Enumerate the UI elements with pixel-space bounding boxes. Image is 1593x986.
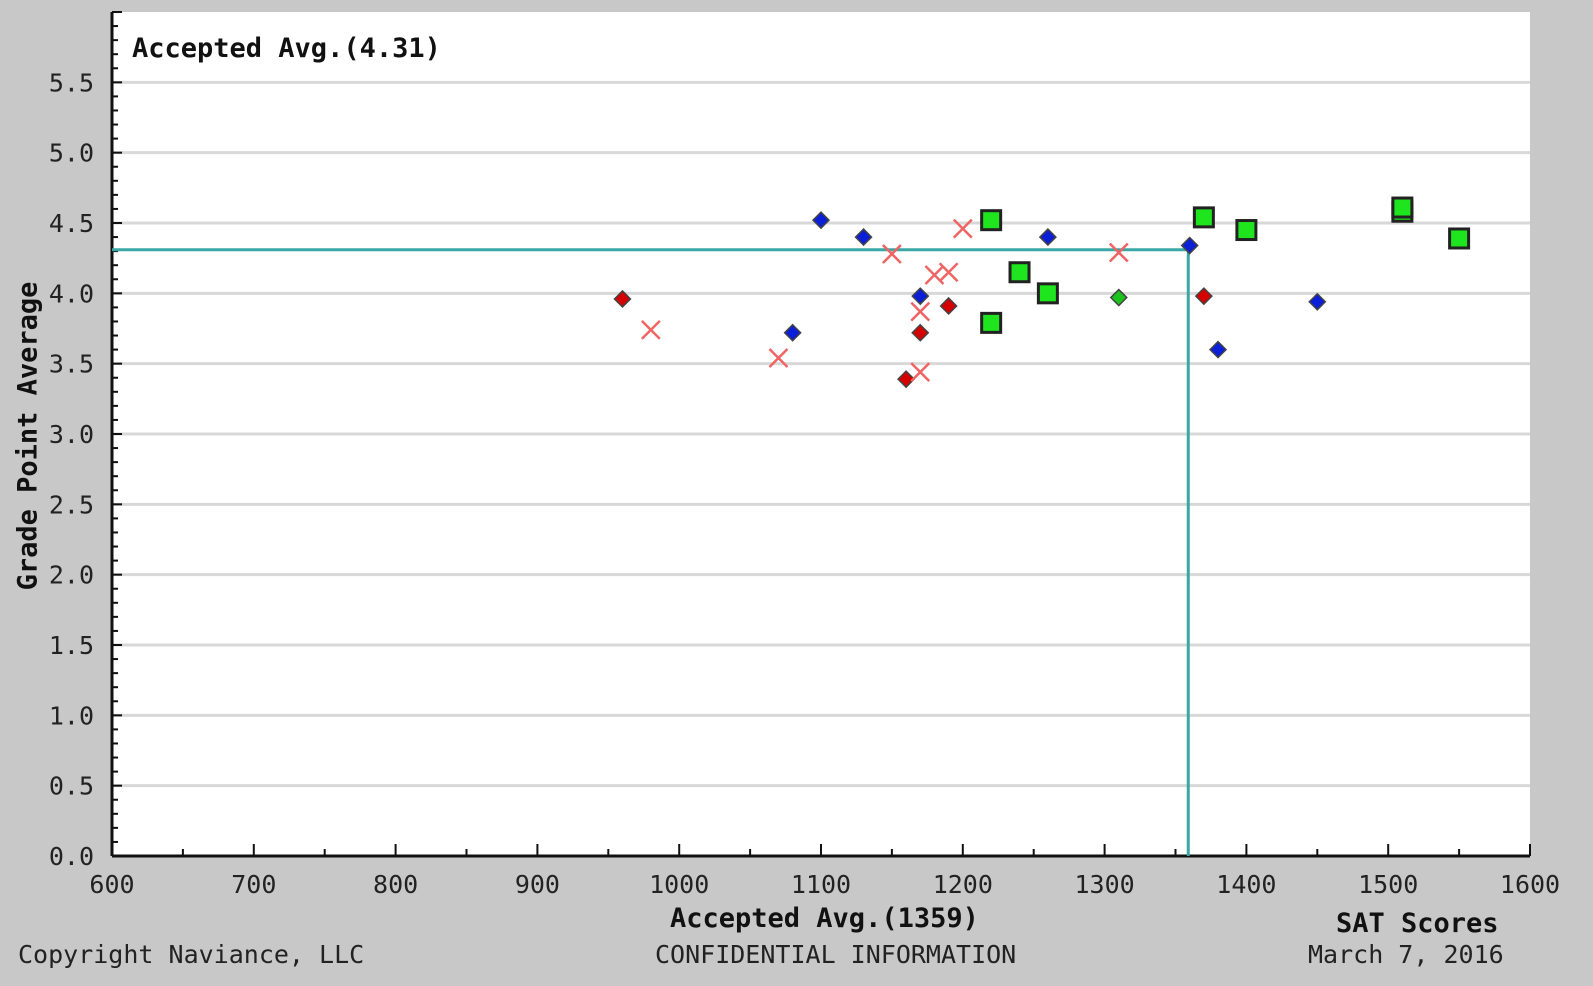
x-tick-label: 1300 bbox=[1074, 870, 1134, 899]
x-tick-label: 800 bbox=[373, 870, 418, 899]
x-axis-title: SAT Scores bbox=[1336, 908, 1499, 939]
point-blue-diamond bbox=[911, 287, 930, 306]
point-red-x bbox=[938, 262, 959, 283]
point-red-diamond bbox=[897, 370, 916, 389]
x-tick-label: 1400 bbox=[1216, 870, 1276, 899]
point-blue-diamond bbox=[1308, 292, 1327, 311]
y-axis-label: Grade Point Average bbox=[12, 281, 44, 591]
y-tick-label: 2.0 bbox=[49, 561, 94, 590]
point-red-diamond bbox=[939, 296, 958, 316]
point-red-x bbox=[910, 362, 931, 382]
point-blue-diamond bbox=[1038, 228, 1057, 247]
point-green-diamond bbox=[1109, 288, 1128, 307]
point-blue-diamond bbox=[1180, 236, 1199, 255]
point-green-square bbox=[1235, 219, 1258, 242]
point-green-square bbox=[1448, 227, 1471, 250]
date-text: March 7, 2016 bbox=[1308, 940, 1504, 969]
y-tick-label: 3.0 bbox=[49, 420, 94, 449]
point-green-square bbox=[1036, 282, 1059, 305]
point-red-x bbox=[768, 348, 789, 368]
point-red-x bbox=[910, 301, 931, 322]
x-tick-label: 1200 bbox=[933, 870, 993, 899]
y-tick-label: 2.5 bbox=[49, 490, 94, 519]
point-blue-diamond bbox=[854, 228, 873, 247]
x-tick-label: 1600 bbox=[1500, 870, 1560, 899]
x-axis-label: Accepted Avg.(1359) bbox=[670, 903, 979, 934]
x-tick-label: 1100 bbox=[791, 870, 851, 899]
point-green-square bbox=[1008, 261, 1031, 284]
point-blue-diamond bbox=[1208, 340, 1228, 359]
point-red-x bbox=[952, 218, 973, 239]
y-tick-label: 4.5 bbox=[49, 209, 94, 238]
point-red-x bbox=[882, 244, 902, 264]
point-blue-diamond bbox=[811, 211, 831, 230]
point-green-square bbox=[980, 311, 1003, 334]
y-tick-label: 1.5 bbox=[49, 631, 94, 660]
point-red-diamond bbox=[613, 289, 632, 309]
x-tick-label: 700 bbox=[231, 870, 276, 899]
point-red-diamond bbox=[1194, 287, 1213, 306]
copyright-text: Copyright Naviance, LLC bbox=[18, 940, 365, 969]
gpa-average-label: Accepted Avg.(4.31) bbox=[132, 33, 441, 64]
y-tick-label: 4.0 bbox=[49, 279, 94, 308]
point-green-square bbox=[1391, 196, 1414, 219]
point-green-square bbox=[980, 209, 1003, 232]
y-tick-label: 0.0 bbox=[49, 842, 94, 871]
y-tick-label: 0.5 bbox=[49, 772, 94, 801]
x-tick-label: 1500 bbox=[1358, 870, 1418, 899]
confidential-text: CONFIDENTIAL INFORMATION bbox=[655, 940, 1017, 969]
point-blue-diamond bbox=[783, 323, 802, 342]
y-tick-label: 5.5 bbox=[49, 68, 94, 97]
x-tick-label: 600 bbox=[89, 870, 134, 899]
point-green-square bbox=[1192, 206, 1215, 229]
point-red-x bbox=[1108, 242, 1129, 263]
point-red-x bbox=[640, 320, 661, 340]
y-tick-label: 5.0 bbox=[49, 139, 94, 168]
x-tick-label: 1000 bbox=[649, 870, 709, 899]
point-red-diamond bbox=[911, 323, 930, 342]
y-tick-label: 3.5 bbox=[49, 350, 94, 379]
x-tick-label: 900 bbox=[515, 870, 560, 899]
y-tick-label: 1.0 bbox=[49, 701, 94, 730]
